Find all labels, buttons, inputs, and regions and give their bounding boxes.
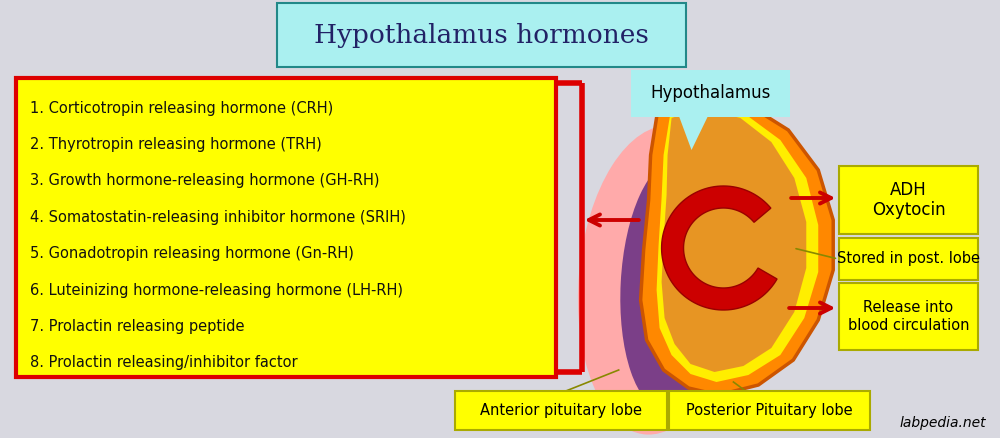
Text: ADH
Oxytocin: ADH Oxytocin bbox=[872, 180, 945, 219]
Text: 5. Gonadotropin releasing hormone (Gn-RH): 5. Gonadotropin releasing hormone (Gn-RH… bbox=[30, 246, 354, 261]
Text: Anterior pituitary lobe: Anterior pituitary lobe bbox=[480, 403, 642, 418]
Text: Release into
blood circulation: Release into blood circulation bbox=[848, 300, 969, 333]
Text: 2. Thyrotropin releasing hormone (TRH): 2. Thyrotropin releasing hormone (TRH) bbox=[30, 137, 322, 152]
FancyBboxPatch shape bbox=[277, 3, 686, 67]
Text: Hypothalamus: Hypothalamus bbox=[650, 85, 771, 102]
Polygon shape bbox=[679, 115, 708, 150]
FancyBboxPatch shape bbox=[16, 78, 556, 377]
Text: 1. Corticotropin releasing hormone (CRH): 1. Corticotropin releasing hormone (CRH) bbox=[30, 100, 333, 116]
Text: 6. Luteinizing hormone-releasing hormone (LH-RH): 6. Luteinizing hormone-releasing hormone… bbox=[30, 283, 403, 298]
Text: Posterior Pituitary lobe: Posterior Pituitary lobe bbox=[686, 403, 853, 418]
Text: Stored in post. lobe: Stored in post. lobe bbox=[837, 251, 980, 266]
Text: 8. Prolactin releasing/inhibitor factor: 8. Prolactin releasing/inhibitor factor bbox=[30, 356, 298, 371]
FancyBboxPatch shape bbox=[839, 166, 978, 234]
FancyBboxPatch shape bbox=[631, 70, 790, 117]
Ellipse shape bbox=[620, 160, 721, 410]
Text: Hypothalamus hormones: Hypothalamus hormones bbox=[314, 22, 649, 47]
FancyBboxPatch shape bbox=[839, 283, 978, 350]
Text: 4. Somatostatin-releasing inhibitor hormone (SRIH): 4. Somatostatin-releasing inhibitor horm… bbox=[30, 210, 406, 225]
Text: 3. Growth hormone-releasing hormone (GH-RH): 3. Growth hormone-releasing hormone (GH-… bbox=[30, 173, 379, 188]
Text: labpedia.net: labpedia.net bbox=[899, 416, 986, 430]
Polygon shape bbox=[662, 186, 777, 310]
FancyBboxPatch shape bbox=[839, 238, 978, 280]
FancyBboxPatch shape bbox=[669, 391, 870, 430]
Polygon shape bbox=[641, 95, 833, 395]
Ellipse shape bbox=[578, 125, 739, 434]
FancyBboxPatch shape bbox=[455, 391, 667, 430]
Text: 7. Prolactin releasing peptide: 7. Prolactin releasing peptide bbox=[30, 319, 244, 334]
Polygon shape bbox=[657, 104, 818, 382]
Polygon shape bbox=[662, 108, 806, 372]
